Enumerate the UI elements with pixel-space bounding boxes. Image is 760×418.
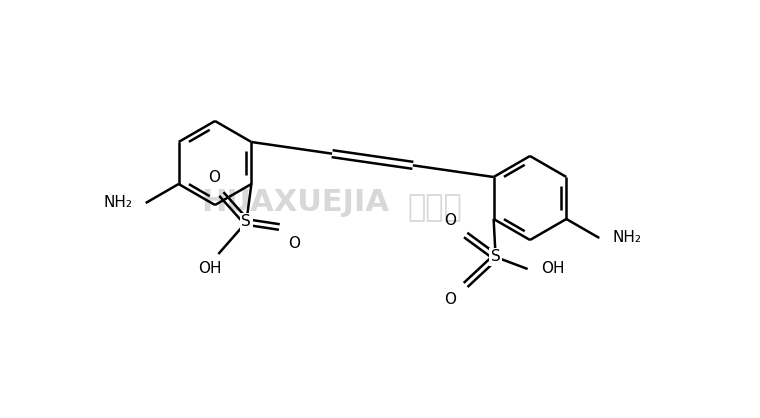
Text: O: O: [288, 236, 300, 251]
Text: S: S: [491, 250, 501, 265]
Text: OH: OH: [540, 262, 564, 276]
Text: NH₂: NH₂: [103, 196, 133, 211]
Text: NH₂: NH₂: [613, 230, 641, 245]
Text: O: O: [208, 170, 220, 185]
Text: O: O: [444, 292, 456, 307]
Text: S: S: [242, 214, 252, 229]
Text: 化学加: 化学加: [407, 194, 462, 222]
Text: HUAXUEJIA: HUAXUEJIA: [201, 189, 389, 217]
Text: OH: OH: [198, 261, 222, 276]
Text: O: O: [444, 213, 456, 228]
